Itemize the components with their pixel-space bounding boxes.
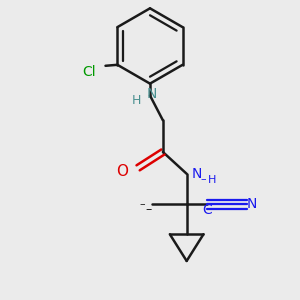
- Text: O: O: [116, 164, 128, 179]
- Text: –: –: [139, 200, 145, 209]
- Text: N: N: [247, 197, 257, 212]
- Text: C: C: [202, 203, 212, 218]
- Text: N: N: [192, 167, 202, 181]
- Text: H: H: [208, 175, 216, 185]
- Text: H: H: [132, 94, 141, 107]
- Text: –: –: [145, 203, 151, 216]
- Text: –: –: [201, 174, 206, 184]
- Text: Cl: Cl: [82, 65, 96, 79]
- Text: N: N: [147, 86, 157, 100]
